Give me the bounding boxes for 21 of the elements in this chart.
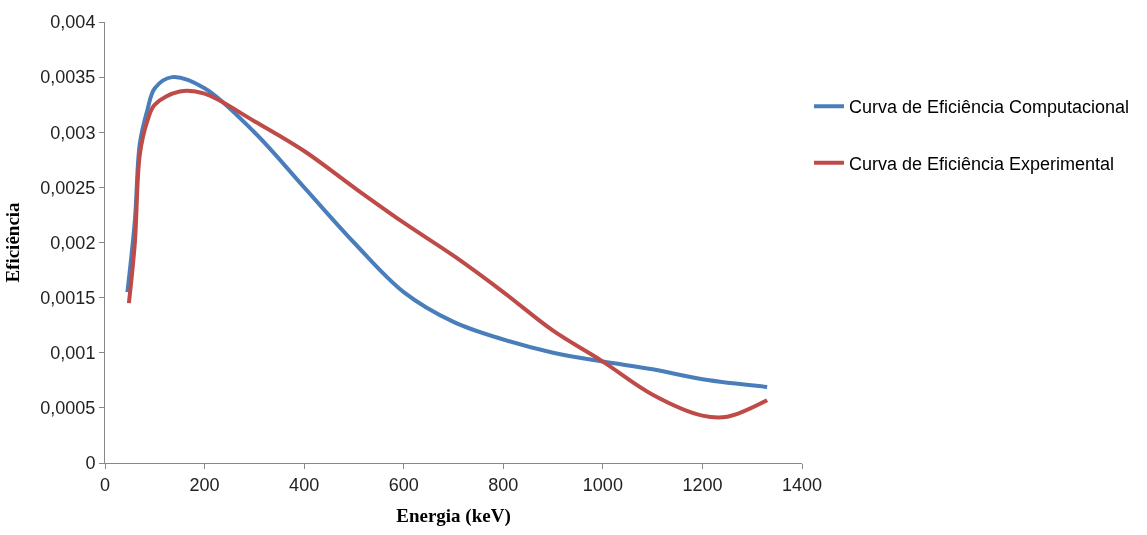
y-tick-label: 0,001 [50,343,96,364]
x-tick-label: 400 [289,474,320,495]
x-tick-label: 1200 [682,474,723,495]
y-tick-label: 0 [85,453,96,474]
y-tick-label: 0,004 [50,12,96,33]
x-tick-label: 600 [388,474,419,495]
y-tick-label: 0,0025 [40,177,96,198]
legend-label: Curva de Eficiência Experimental [848,153,1115,174]
y-tick-label: 0,002 [50,232,96,253]
x-tick-label: 0 [99,474,111,495]
x-tick-label: 1400 [781,474,823,495]
x-axis-title: Energia (keV) [396,505,511,528]
legend-label: Curva de Eficiência Computacional [848,97,1130,118]
x-tick-label: 200 [189,474,220,495]
y-tick-label: 0,003 [50,122,96,143]
y-tick-label: 0,0035 [40,67,96,88]
x-tick-label: 800 [488,474,519,495]
y-axis-title: Eficiência [2,201,24,283]
y-tick-label: 0,0005 [40,398,96,419]
x-tick-label: 1000 [582,474,623,495]
y-tick-label: 0,0015 [40,287,96,308]
